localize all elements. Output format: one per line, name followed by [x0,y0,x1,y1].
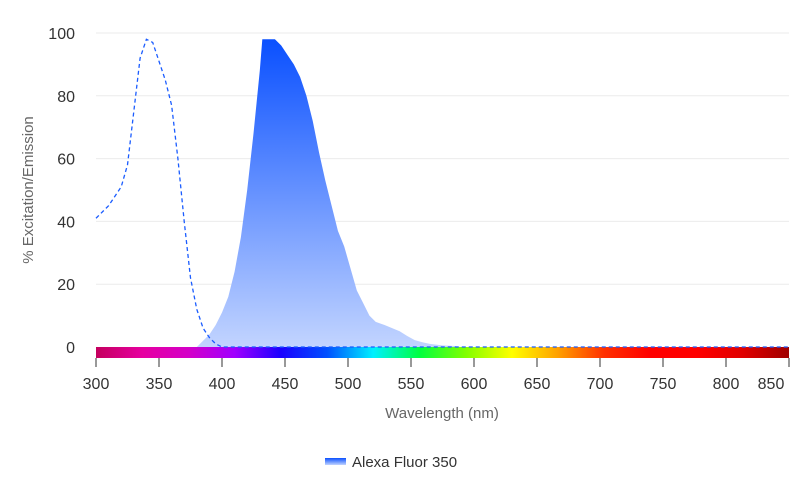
y-tick-labels: 0 20 40 60 80 100 [48,26,75,357]
y-tick-label: 60 [57,152,75,169]
legend-swatch [325,458,346,465]
x-ticks: 300 350 400 450 500 550 600 650 700 750 800 850 [83,358,790,393]
x-tick-label: 750 [650,376,677,393]
x-tick-label: 850 [758,376,785,393]
grid-lines [96,32,789,285]
y-tick-label: 0 [66,340,75,357]
x-tick-label: 650 [524,376,551,393]
x-tick-label: 550 [398,376,425,393]
x-tick-label: 300 [83,376,110,393]
excitation-line [95,38,789,348]
spectrum-color-bar [96,347,789,358]
legend-item[interactable]: Alexa Fluor 350 [325,454,457,471]
y-axis-label: % Excitation/Emission [20,116,37,264]
emission-area [196,39,790,347]
x-tick-label: 600 [461,376,488,393]
x-tick-label: 450 [272,376,299,393]
y-tick-label: 40 [57,214,75,231]
legend-label: Alexa Fluor 350 [352,454,457,471]
y-tick-label: 20 [57,277,75,294]
x-tick-label: 700 [587,376,614,393]
y-tick-label: 100 [48,26,75,43]
x-tick-label: 500 [335,376,362,393]
x-tick-label: 350 [146,376,173,393]
y-tick-label: 80 [57,89,75,106]
x-axis-label: Wavelength (nm) [385,405,499,422]
x-tick-label: 400 [209,376,236,393]
x-tick-label: 800 [713,376,740,393]
